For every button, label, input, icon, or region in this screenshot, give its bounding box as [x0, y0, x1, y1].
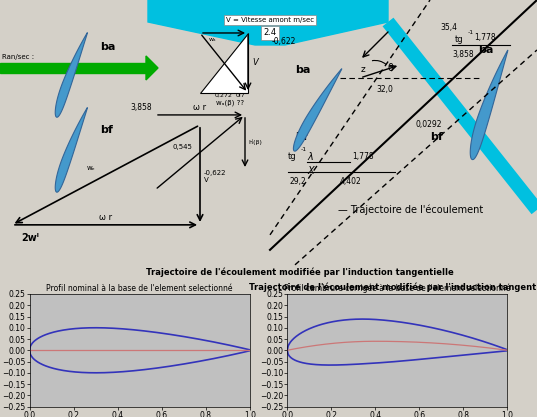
- Text: -0,622: -0,622: [272, 38, 296, 46]
- Text: tg: tg: [288, 152, 296, 161]
- Text: 0,0292: 0,0292: [415, 121, 441, 129]
- Text: — Trajectoire de l'écoulement: — Trajectoire de l'écoulement: [338, 205, 483, 215]
- Text: 3,858: 3,858: [452, 50, 474, 59]
- Text: ω r: ω r: [193, 103, 207, 112]
- Text: ω r: ω r: [99, 213, 113, 222]
- Polygon shape: [0, 63, 146, 73]
- Text: 0l7: 0l7: [235, 93, 245, 98]
- Polygon shape: [146, 56, 158, 80]
- Polygon shape: [55, 33, 88, 117]
- Text: ba: ba: [478, 45, 494, 55]
- Text: 32,0: 32,0: [376, 85, 394, 94]
- Text: V = Vitesse amont m/sec: V = Vitesse amont m/sec: [226, 17, 314, 23]
- Title: Profil nominal à la base de l'element selectionné: Profil nominal à la base de l'element se…: [46, 284, 233, 293]
- Text: 0,272: 0,272: [215, 93, 233, 98]
- Text: θ: θ: [387, 63, 393, 73]
- Text: bf: bf: [100, 125, 113, 135]
- Text: 35,4: 35,4: [440, 23, 457, 33]
- Text: V: V: [252, 58, 258, 68]
- Polygon shape: [200, 33, 248, 93]
- Text: X: X: [307, 166, 314, 176]
- Text: -1: -1: [468, 30, 474, 35]
- Text: bf: bf: [295, 132, 308, 142]
- Text: λ: λ: [307, 152, 313, 162]
- Text: 0,545: 0,545: [172, 144, 192, 150]
- Text: ba: ba: [100, 42, 115, 52]
- Text: 4,402: 4,402: [340, 177, 362, 186]
- Text: z: z: [360, 65, 365, 75]
- Text: -1: -1: [301, 147, 307, 152]
- Text: hᴵ(β): hᴵ(β): [248, 139, 262, 145]
- Text: -0,622
V: -0,622 V: [204, 171, 227, 183]
- Polygon shape: [55, 108, 88, 192]
- Text: 3,858: 3,858: [130, 103, 152, 112]
- Text: Trajectoire de l'écoulement modifiée par l'induction tangentielle: Trajectoire de l'écoulement modifiée par…: [249, 282, 537, 292]
- Text: 1,778: 1,778: [474, 33, 496, 43]
- Polygon shape: [470, 50, 508, 160]
- Text: bf: bf: [430, 132, 443, 142]
- Polygon shape: [148, 0, 388, 45]
- Text: 2wᴵ: 2wᴵ: [21, 233, 39, 243]
- Text: wₑ: wₑ: [86, 165, 95, 171]
- Text: 29,2: 29,2: [290, 177, 307, 186]
- Text: Ran/sec :: Ran/sec :: [2, 54, 34, 60]
- Text: wₐ: wₐ: [209, 38, 217, 43]
- Title: Profil cambrure corrigée à la base de l'element selectionné: Profil cambrure corrigée à la base de l'…: [284, 284, 511, 293]
- Text: tg: tg: [455, 35, 463, 45]
- Text: wₐ(β) ??: wₐ(β) ??: [216, 100, 244, 106]
- Text: 1,778: 1,778: [352, 152, 374, 161]
- Text: 2.4: 2.4: [264, 28, 277, 38]
- Polygon shape: [293, 69, 342, 151]
- Text: ba: ba: [295, 65, 310, 75]
- Text: Trajectoire de l'écoulement modifiée par l'induction tangentielle: Trajectoire de l'écoulement modifiée par…: [146, 267, 454, 276]
